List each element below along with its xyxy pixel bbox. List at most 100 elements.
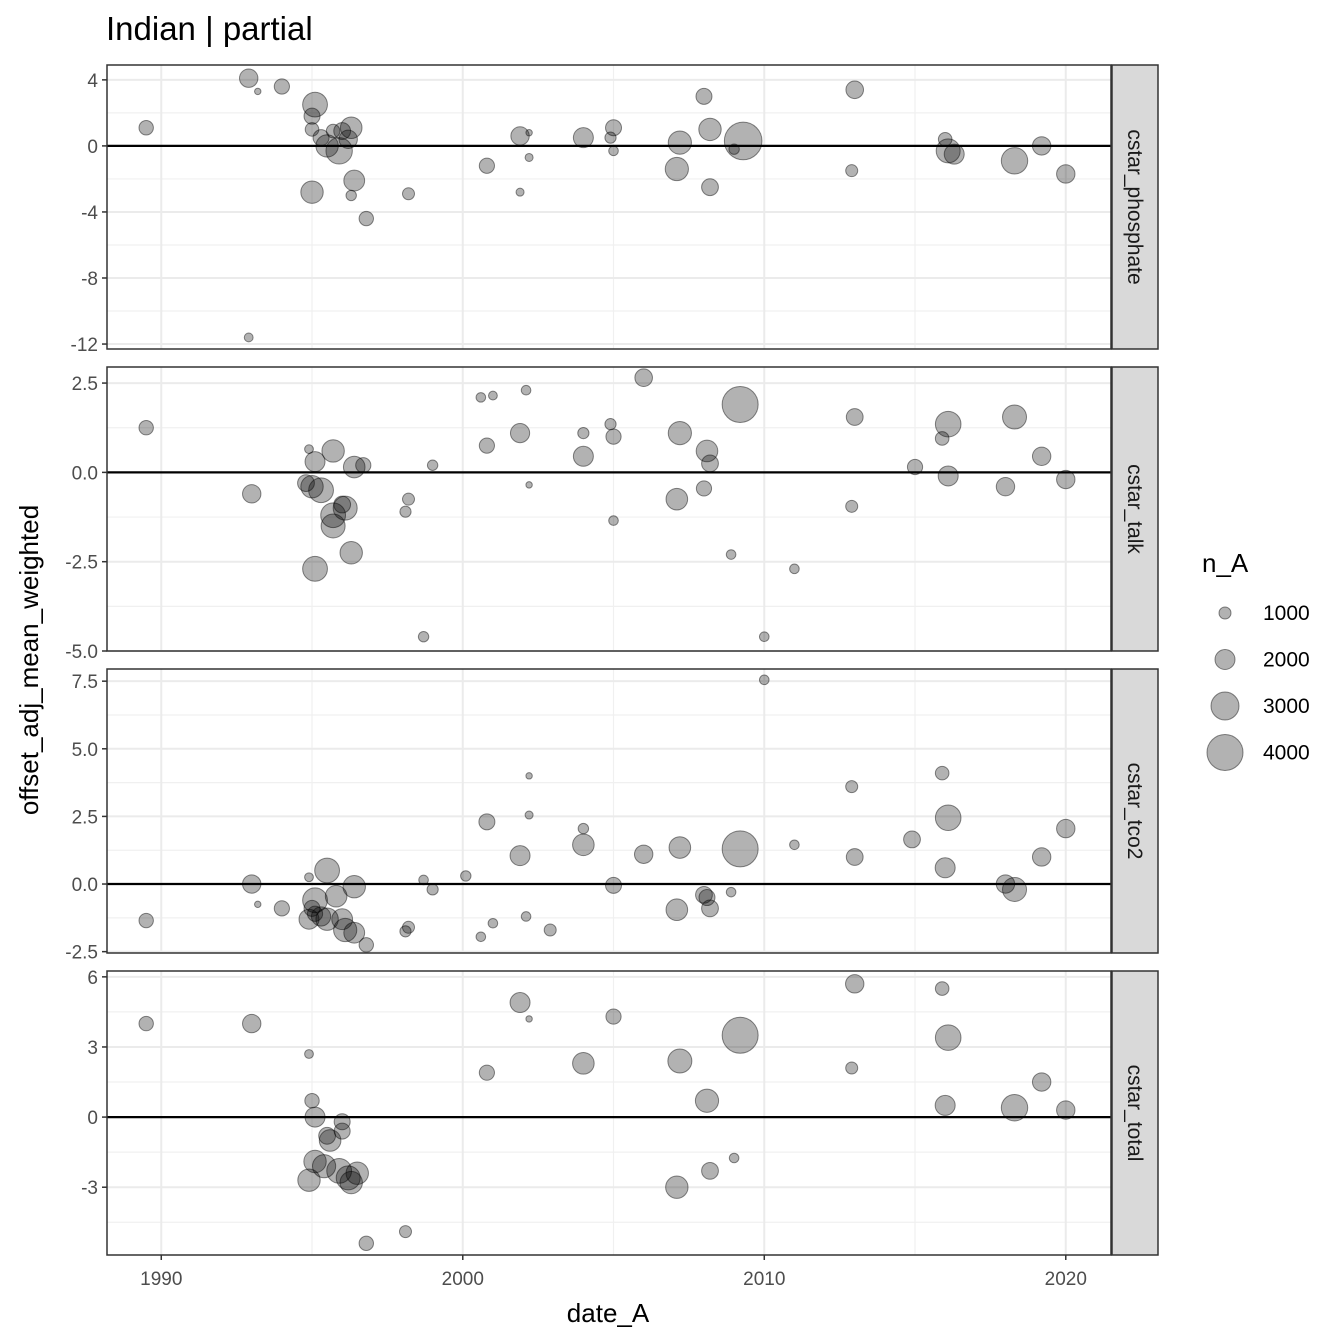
legend-key — [1203, 684, 1247, 728]
data-point — [331, 908, 354, 931]
y-tick-label: 3 — [87, 1038, 98, 1059]
y-tick-label: 0.0 — [72, 463, 98, 484]
data-point — [303, 899, 321, 917]
data-point — [326, 1157, 353, 1184]
data-point — [304, 451, 326, 473]
data-point — [845, 499, 859, 513]
data-point — [934, 981, 950, 996]
y-tick-label: -8 — [81, 269, 98, 290]
panel-border — [106, 366, 1112, 652]
data-point — [358, 210, 374, 227]
data-point — [402, 492, 416, 506]
panel-border — [106, 668, 1112, 954]
y-tick-label: 5.0 — [72, 740, 98, 761]
data-point — [342, 455, 366, 479]
data-point — [520, 384, 532, 396]
data-point — [509, 992, 531, 1014]
data-point — [510, 126, 530, 146]
data-point — [254, 87, 262, 96]
data-point — [698, 117, 722, 142]
facet-strip-label: cstar_total — [1123, 1065, 1146, 1162]
y-tick-label: -12 — [71, 335, 98, 356]
data-point — [243, 332, 254, 343]
data-point — [695, 439, 719, 463]
legend-label: 2000 — [1263, 649, 1310, 672]
data-point — [721, 830, 759, 868]
data-point — [302, 555, 328, 582]
panel-background — [107, 65, 1111, 349]
x-tick-label: 2020 — [1045, 1269, 1087, 1290]
data-point — [701, 178, 719, 197]
data-point — [310, 906, 332, 927]
data-point — [242, 484, 262, 504]
data-point — [934, 765, 950, 781]
data-point — [577, 822, 590, 835]
data-point — [725, 549, 737, 560]
data-point — [324, 884, 348, 908]
data-point — [321, 439, 345, 463]
facet-strip — [1111, 668, 1159, 954]
data-point — [634, 368, 653, 388]
data-point — [342, 875, 366, 899]
data-point — [543, 923, 557, 937]
data-point — [695, 87, 713, 105]
data-point — [934, 431, 950, 446]
data-point — [524, 152, 534, 162]
data-point — [758, 674, 770, 686]
x-axis: 1990 2000 2010 2020 — [140, 1255, 1087, 1290]
data-point — [525, 772, 533, 780]
data-point — [325, 137, 353, 165]
data-point — [668, 836, 692, 859]
facet-strip-label: cstar_phosphate — [1123, 129, 1146, 284]
data-point — [721, 1016, 759, 1054]
data-point — [604, 418, 617, 431]
data-point — [302, 887, 328, 914]
legend-label: 1000 — [1263, 602, 1310, 625]
legend-label: 3000 — [1263, 695, 1310, 718]
data-point — [695, 885, 713, 904]
data-point — [418, 874, 429, 886]
y-tick-label: -4 — [81, 203, 98, 224]
data-point — [1002, 876, 1028, 902]
data-point — [572, 833, 595, 857]
data-point — [725, 886, 737, 898]
data-point — [667, 130, 692, 155]
data-point — [845, 848, 864, 866]
data-point — [475, 931, 487, 943]
data-point — [402, 920, 416, 934]
x-tick-label: 2000 — [442, 1269, 484, 1290]
data-point — [789, 563, 800, 575]
data-point — [333, 1113, 351, 1131]
data-point — [478, 1064, 495, 1081]
x-axis-title: date_A — [567, 1298, 650, 1328]
data-point — [311, 1154, 337, 1179]
data-point — [845, 408, 864, 426]
data-point — [138, 420, 154, 436]
data-point — [694, 1088, 720, 1113]
data-point — [138, 912, 154, 929]
facet-strip — [1111, 64, 1159, 350]
legend-title: n_A — [1202, 548, 1249, 578]
data-point — [903, 830, 921, 849]
data-point — [845, 1061, 859, 1075]
data-point — [333, 122, 352, 140]
data-point — [1000, 1094, 1029, 1122]
facet-panel-cstar_phosphate: 4 0 -4 -8 -12 cstar_phosphate — [71, 64, 1159, 356]
data-point — [254, 900, 262, 909]
y-tick-label: 2.5 — [72, 374, 98, 395]
data-point — [943, 143, 965, 165]
data-point — [605, 876, 623, 894]
y-axis-title: offset_adj_mean_weighted — [14, 505, 44, 815]
data-point — [721, 386, 759, 424]
y-tick-label: 0 — [87, 1108, 98, 1129]
data-point — [525, 481, 533, 489]
data-point — [664, 156, 689, 182]
data-point — [338, 129, 358, 150]
data-point — [318, 1126, 336, 1145]
data-point — [333, 917, 358, 943]
facet-strip-label: cstar_talk — [1123, 464, 1146, 554]
data-point — [667, 420, 692, 446]
data-point — [1031, 136, 1052, 156]
data-point — [303, 1149, 327, 1174]
panel-background — [107, 971, 1111, 1255]
